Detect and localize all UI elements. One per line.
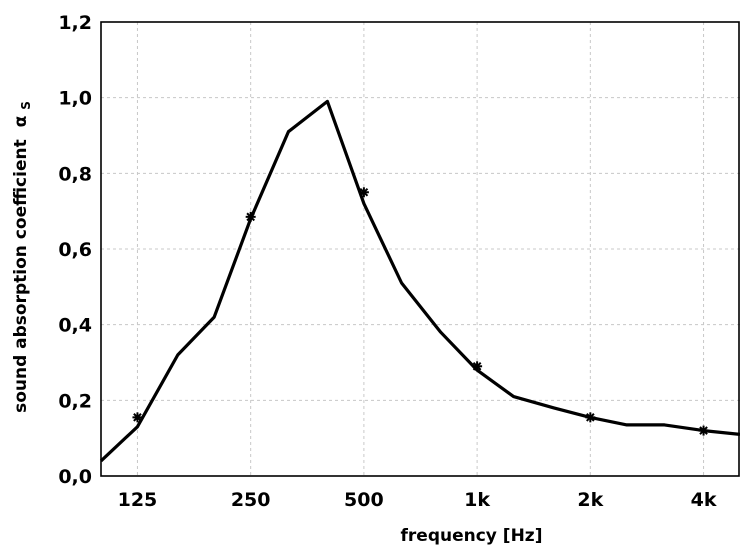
- absorption-curve-layer: [99, 99, 740, 463]
- y-axis-label-text: sound absorption coefficient: [11, 139, 31, 413]
- x-tick-label-3: 1k: [464, 489, 490, 511]
- x-tick-label-4: 2k: [577, 489, 603, 511]
- data-marker-1: [245, 211, 256, 222]
- absorption-curve: [99, 99, 740, 463]
- y-tick-label-6: 1,2: [58, 12, 92, 34]
- y-axis-label: sound absorption coefficient α S: [11, 101, 33, 413]
- y-tick-labels: 0,0 0,2 0,4 0,6 0,8 1,0 1,2: [58, 12, 92, 488]
- y-tick-label-1: 0,2: [58, 390, 92, 412]
- data-marker-0: [132, 412, 143, 423]
- x-tick-label-5: 4k: [691, 489, 717, 511]
- y-axis-label-subscript: S: [19, 101, 33, 110]
- x-tick-label-0: 125: [118, 489, 158, 511]
- y-tick-label-2: 0,4: [58, 315, 92, 337]
- y-tick-label-0: 0,0: [58, 466, 92, 488]
- x-axis-label: frequency [Hz]: [401, 526, 543, 546]
- x-tick-labels: 125 250 500 1k 2k 4k: [118, 489, 717, 511]
- data-marker-3: [472, 361, 483, 372]
- plot-frame: [100, 21, 740, 477]
- data-marker-2: [358, 187, 369, 198]
- marker-layer: [132, 187, 709, 436]
- grid: [101, 21, 740, 477]
- data-marker-5: [698, 425, 709, 436]
- x-tick-label-1: 250: [231, 489, 271, 511]
- y-tick-label-4: 0,8: [58, 163, 92, 185]
- y-axis-label-symbol: α: [11, 116, 31, 128]
- y-tick-label-5: 1,0: [58, 88, 92, 110]
- data-marker-4: [585, 412, 596, 423]
- x-tick-label-2: 500: [344, 489, 384, 511]
- y-tick-label-3: 0,6: [58, 239, 92, 261]
